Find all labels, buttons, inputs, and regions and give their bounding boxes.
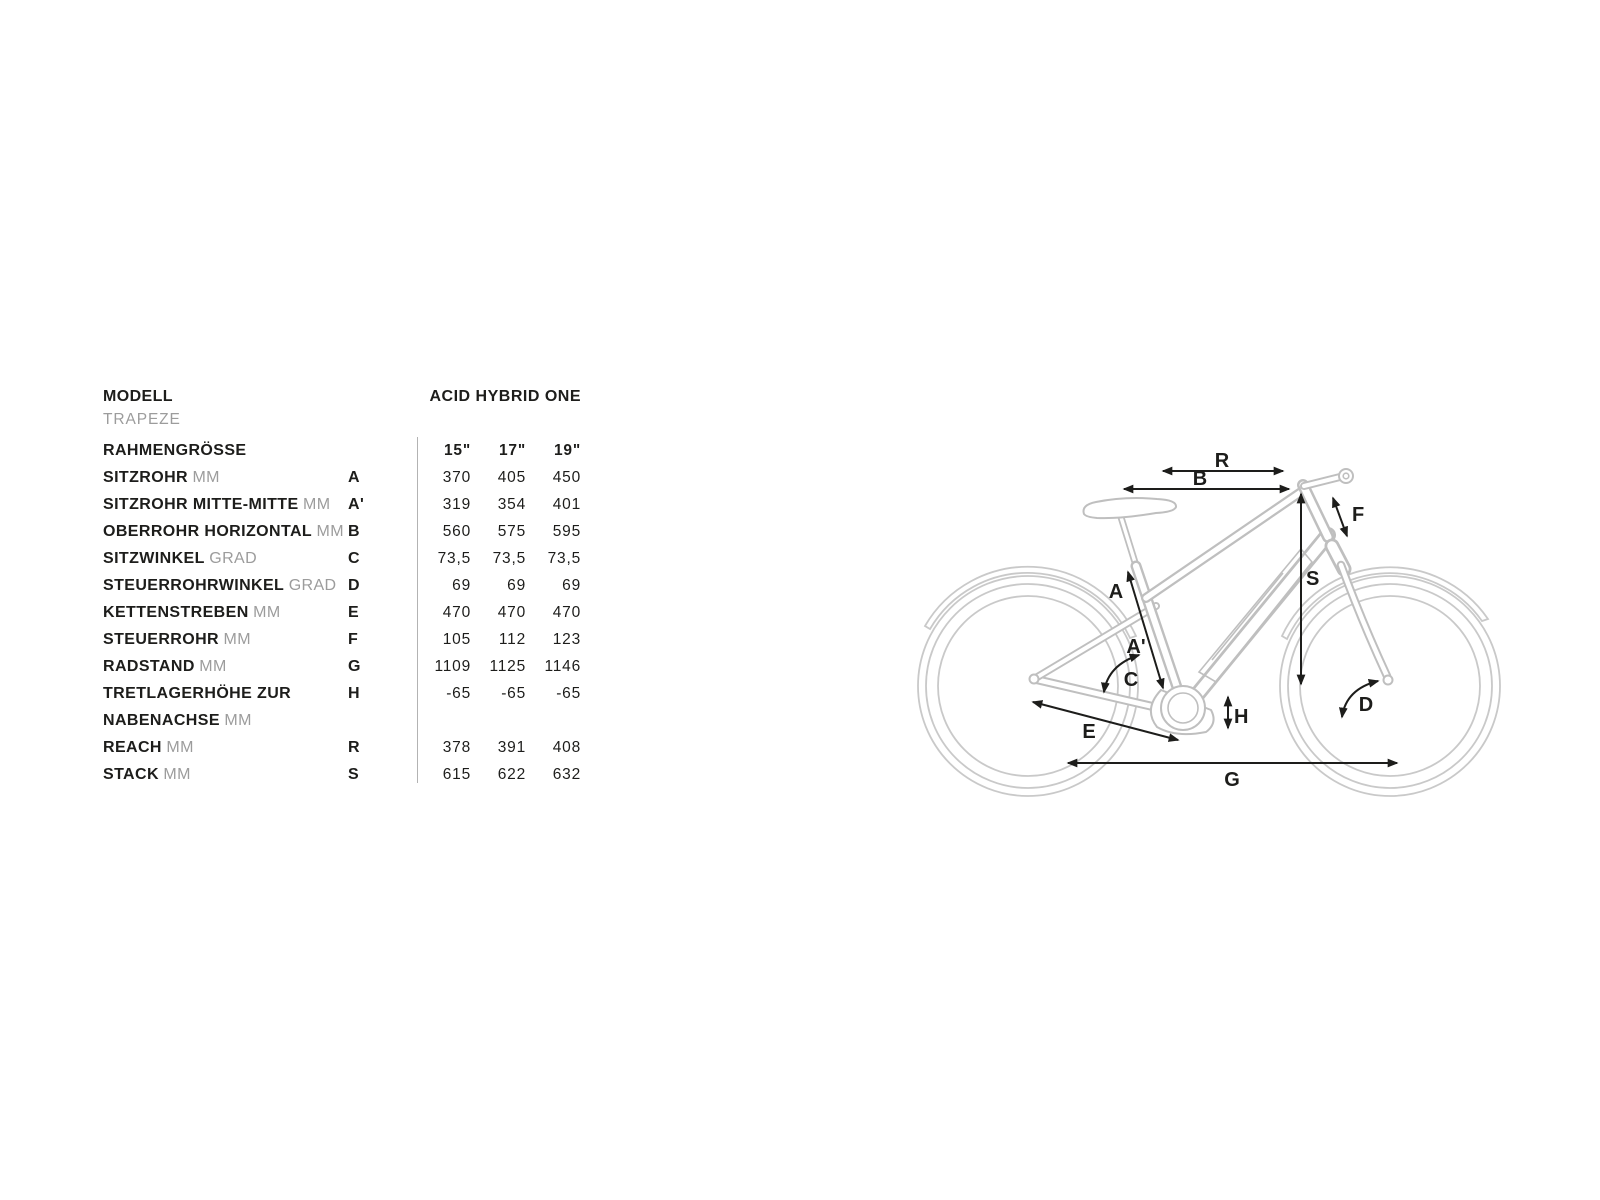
dim-label-c: C (1124, 669, 1138, 691)
row-label: OBERROHR HORIZONTAL (103, 522, 313, 540)
table-row: KETTENSTREBEN MM E 470 470 470 (103, 603, 581, 621)
size-col-3: 19" (554, 441, 581, 459)
chainstay-arrow (1031, 700, 1180, 742)
rear-axle (1028, 673, 1040, 685)
table-row: STACK MM S 615 622 632 (103, 765, 581, 783)
saddle (1082, 497, 1178, 520)
row-letter: A (348, 468, 360, 486)
frame-size-label: RAHMENGRÖSSE (103, 441, 247, 459)
headtube-arrow (1332, 496, 1348, 538)
table-row: REACH MM R 378 391 408 (103, 738, 581, 756)
dim-label-s: S (1306, 568, 1319, 590)
seat-angle-arc (1101, 653, 1141, 694)
row-letter: G (348, 657, 361, 675)
row-label: STEUERROHR (103, 630, 220, 648)
frame-type-row: TRAPEZE (103, 408, 581, 432)
row-unit: MM (302, 495, 331, 513)
row-unit: GRAD (209, 549, 258, 567)
table-row: SITZROHR MM A 370 405 450 (103, 468, 581, 486)
geometry-table: MODELL ACID HYBRID ONE TRAPEZE RAHMENGRÖ… (103, 386, 581, 788)
row-letter: D (348, 576, 360, 594)
table-divider (417, 437, 418, 783)
dim-label-g: G (1224, 769, 1240, 791)
rear-wheel (917, 565, 1139, 797)
row-letter: F (348, 630, 359, 648)
row-unit: MM (166, 738, 194, 756)
dim-label-b: B (1193, 468, 1207, 490)
frame-type-label: TRAPEZE (103, 411, 181, 428)
table-row: SITZWINKEL GRAD C 73,5 73,5 73,5 (103, 549, 581, 567)
table-header-row: MODELL ACID HYBRID ONE (103, 386, 581, 408)
row-letter: A' (348, 495, 365, 513)
row-label: STEUERROHRWINKEL (103, 576, 285, 594)
row-label: SITZWINKEL (103, 549, 205, 567)
row-unit: MM (253, 603, 281, 621)
row-unit: MM (192, 468, 220, 486)
dimension-annotations: R B S F A A' C D E H G (1031, 450, 1399, 791)
table-row: OBERROHR HORIZONTAL MM B 560 575 595 (103, 522, 581, 540)
row-unit: MM (316, 522, 344, 540)
battery-outline (1197, 547, 1314, 684)
row-unit: MM (224, 712, 252, 729)
size-col-1: 15" (444, 441, 471, 459)
row-unit: MM (223, 630, 251, 648)
dim-label-a-prime: A' (1126, 636, 1145, 658)
row-label: SITZROHR MITTE-MITTE (103, 495, 299, 513)
row-letter: C (348, 549, 360, 567)
dim-label-d: D (1359, 694, 1373, 716)
row-unit: GRAD (288, 576, 337, 594)
table-row: SITZROHR MITTE-MITTE MM A' 319 354 401 (103, 495, 581, 513)
front-fender (1280, 566, 1490, 641)
front-wheel (1279, 566, 1501, 797)
dim-label-h: H (1234, 706, 1248, 728)
table-row: STEUERROHR MM F 105 112 123 (103, 630, 581, 648)
row-label: KETTENSTREBEN (103, 603, 249, 621)
seattube-arrow (1126, 570, 1165, 690)
row-letter: R (348, 738, 360, 756)
handlebar-grip (1338, 468, 1354, 484)
row-letter: H (348, 685, 360, 702)
head-angle-arc (1338, 679, 1380, 719)
dim-label-e: E (1082, 721, 1095, 743)
dim-label-f: F (1352, 504, 1364, 526)
table-row: STEUERROHRWINKEL GRAD D 69 69 69 (103, 576, 581, 594)
row-label: TRETLAGERHÖHE ZUR NABENACHSE (103, 685, 292, 729)
row-unit: MM (199, 657, 227, 675)
row-letter: E (348, 603, 360, 621)
front-axle (1382, 674, 1394, 686)
row-label: RADSTAND (103, 657, 195, 675)
row-label: REACH (103, 738, 162, 756)
table-row: RADSTAND MM G 1109 1125 1146 (103, 657, 581, 675)
dim-label-r: R (1215, 450, 1230, 472)
row-letter: S (348, 765, 360, 783)
size-col-2: 17" (499, 441, 526, 459)
model-name: ACID HYBRID ONE (429, 388, 581, 405)
row-label: STACK (103, 765, 159, 783)
table-row: TRETLAGERHÖHE ZUR NABENACHSE MM H -65 -6… (103, 680, 581, 734)
row-letter: B (348, 522, 360, 540)
model-label: MODELL (103, 388, 173, 405)
frame-size-row: RAHMENGRÖSSE 15" 17" 19" (103, 437, 581, 464)
dim-label-a: A (1109, 581, 1123, 603)
row-label: SITZROHR (103, 468, 188, 486)
bike-geometry-diagram: R B S F A A' C D E H G (917, 450, 1501, 797)
row-unit: MM (163, 765, 191, 783)
